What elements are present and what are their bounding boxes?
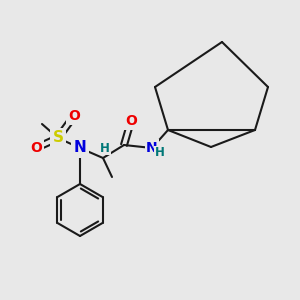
Text: O: O — [68, 109, 80, 123]
Text: N: N — [146, 141, 158, 155]
Text: H: H — [155, 146, 165, 160]
Text: H: H — [100, 142, 110, 154]
Text: S: S — [52, 130, 64, 146]
Text: O: O — [125, 114, 137, 128]
Text: N: N — [74, 140, 86, 155]
Text: O: O — [30, 141, 42, 155]
